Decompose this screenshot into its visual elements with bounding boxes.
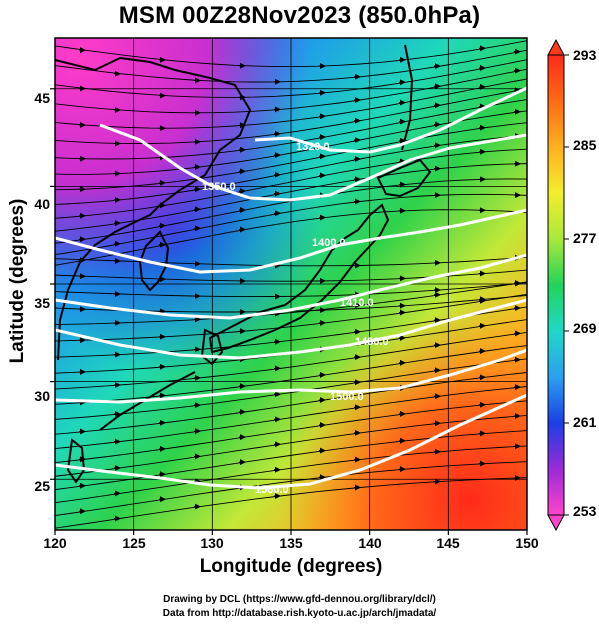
contour-label-1560: 1560.0 xyxy=(255,484,289,496)
wind-streamline xyxy=(55,99,527,160)
coastlines xyxy=(55,44,432,484)
wind-streamline xyxy=(55,345,527,405)
colorbar-tick-label: 277 xyxy=(573,230,597,246)
wind-streamline xyxy=(55,256,527,267)
wind-streamline xyxy=(55,386,527,449)
wind-streamline xyxy=(55,293,527,342)
colorbar-lower-arrow xyxy=(547,514,565,532)
wind-streamline xyxy=(55,163,527,232)
wind-streamline xyxy=(55,209,527,266)
contour-label-1500: 1500.0 xyxy=(330,391,364,403)
y-tick-label: 40 xyxy=(34,196,50,212)
colorbar-tick-label: 285 xyxy=(573,137,597,153)
colorbar xyxy=(547,38,569,532)
coastline-sakhalin xyxy=(401,44,414,151)
coastline-taiwan xyxy=(66,438,86,484)
contour-line-1400 xyxy=(55,208,527,274)
wind-streamline xyxy=(55,281,527,326)
x-axis-label: Longitude (degrees) xyxy=(199,556,383,577)
y-tick-label: 30 xyxy=(34,388,50,404)
contour-line-1450 xyxy=(55,298,527,360)
coastline-asia xyxy=(55,56,252,361)
contour-line-1500 xyxy=(55,348,527,404)
map-title: MSM 00Z28Nov2023 (850.0hPa) xyxy=(118,2,481,29)
wind-streamline xyxy=(55,400,527,464)
coastline-hokkaido xyxy=(376,158,432,198)
x-tick-label: 130 xyxy=(200,535,224,551)
contour-line-1410 xyxy=(55,253,527,320)
y-tick-label: 45 xyxy=(34,90,50,106)
wind-streamline xyxy=(55,49,527,83)
contour-labels: 1320.0 1350.0 1400.0 1410.0 1450.0 1500.… xyxy=(202,141,389,496)
x-tick-label: 145 xyxy=(436,535,460,551)
wind-streamline xyxy=(55,282,527,298)
wind-streamline xyxy=(55,78,527,129)
wind-streamline xyxy=(55,148,527,219)
wind-streamline xyxy=(55,372,527,435)
contour-label-1350: 1350.0 xyxy=(202,181,236,193)
height-contours xyxy=(55,86,527,490)
colorbar-scale xyxy=(547,54,565,516)
wind-streamline xyxy=(55,88,527,145)
x-tick-label: 120 xyxy=(43,535,67,551)
wind-streamline xyxy=(55,193,527,256)
contour-label-1400: 1400.0 xyxy=(312,237,346,249)
colorbar-tick-label: 261 xyxy=(573,414,597,430)
contour-line-1350 xyxy=(99,123,527,202)
wind-streamline xyxy=(55,40,527,68)
colorbar-tick-label: 253 xyxy=(573,503,597,519)
axis-ticks xyxy=(50,88,528,535)
x-tick-label: 150 xyxy=(515,535,539,551)
colorbar-tick-label: 293 xyxy=(573,47,597,63)
y-tick-label: 25 xyxy=(34,478,50,494)
wind-streamline xyxy=(55,461,527,517)
colorbar-upper-arrow xyxy=(547,38,565,56)
coastline-korea xyxy=(138,230,170,292)
coastline-japan-honshu xyxy=(208,203,390,354)
x-tick-label: 135 xyxy=(279,535,303,551)
contour-label-1320: 1320.0 xyxy=(296,141,330,153)
credit-drawing: Drawing by DCL (https://www.gfd-dennou.o… xyxy=(163,594,436,605)
contour-label-1450: 1450.0 xyxy=(355,336,389,348)
colorbar-tick-label: 269 xyxy=(573,320,597,336)
contour-line-1560 xyxy=(55,393,527,490)
wind-streamline xyxy=(55,358,527,420)
x-tick-label: 140 xyxy=(358,535,382,551)
x-tick-label: 125 xyxy=(122,535,146,551)
wind-streamline xyxy=(55,477,527,529)
wind-streamline xyxy=(55,269,527,282)
y-tick-label: 35 xyxy=(34,295,50,311)
contour-label-1410: 1410.0 xyxy=(340,297,374,309)
wind-streamline xyxy=(55,415,527,477)
grid-lines xyxy=(55,38,527,530)
wind-streamline xyxy=(55,68,527,114)
wind-streamline xyxy=(55,331,527,390)
wind-streamline xyxy=(55,59,527,98)
wind-streamline xyxy=(55,135,527,205)
contour-line-1320 xyxy=(254,86,527,154)
credit-data-source: Data from http://database.rish.kyoto-u.a… xyxy=(162,608,437,619)
wind-streamline xyxy=(55,110,527,175)
wind-streamline xyxy=(55,445,527,504)
